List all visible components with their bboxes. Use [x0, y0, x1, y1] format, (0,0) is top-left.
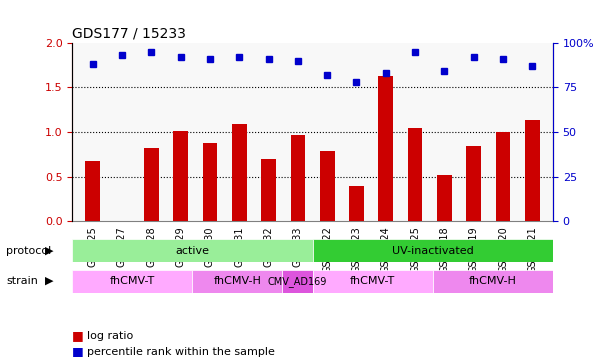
Bar — [173, 131, 188, 221]
FancyBboxPatch shape — [433, 270, 553, 293]
Text: protocol: protocol — [6, 246, 51, 256]
Bar — [496, 132, 510, 221]
Bar — [525, 121, 540, 221]
FancyBboxPatch shape — [72, 270, 192, 293]
Text: percentile rank within the sample: percentile rank within the sample — [87, 347, 275, 357]
Bar — [290, 135, 305, 221]
Bar — [379, 76, 393, 221]
Text: fhCMV-H: fhCMV-H — [469, 276, 517, 286]
Bar — [466, 146, 481, 221]
Text: ■: ■ — [72, 329, 84, 342]
Text: log ratio: log ratio — [87, 331, 133, 341]
Bar — [261, 159, 276, 221]
Text: ▶: ▶ — [45, 276, 53, 286]
Text: strain: strain — [6, 276, 38, 286]
Bar — [320, 151, 335, 221]
Text: CMV_AD169: CMV_AD169 — [268, 276, 327, 287]
Bar — [408, 128, 423, 221]
Bar — [85, 161, 100, 221]
Text: fhCMV-T: fhCMV-T — [109, 276, 155, 286]
FancyBboxPatch shape — [313, 239, 553, 262]
Text: UV-inactivated: UV-inactivated — [392, 246, 474, 256]
Bar — [349, 186, 364, 221]
Text: GDS177 / 15233: GDS177 / 15233 — [72, 26, 186, 40]
Text: fhCMV-H: fhCMV-H — [213, 276, 261, 286]
Bar — [144, 148, 159, 221]
Bar — [203, 143, 217, 221]
Text: fhCMV-T: fhCMV-T — [350, 276, 395, 286]
Text: ▶: ▶ — [45, 246, 53, 256]
FancyBboxPatch shape — [313, 270, 433, 293]
FancyBboxPatch shape — [192, 270, 282, 293]
Text: ■: ■ — [72, 345, 84, 357]
FancyBboxPatch shape — [72, 239, 313, 262]
FancyBboxPatch shape — [282, 270, 313, 293]
Bar — [232, 124, 246, 221]
Bar — [437, 175, 452, 221]
Text: active: active — [175, 246, 209, 256]
